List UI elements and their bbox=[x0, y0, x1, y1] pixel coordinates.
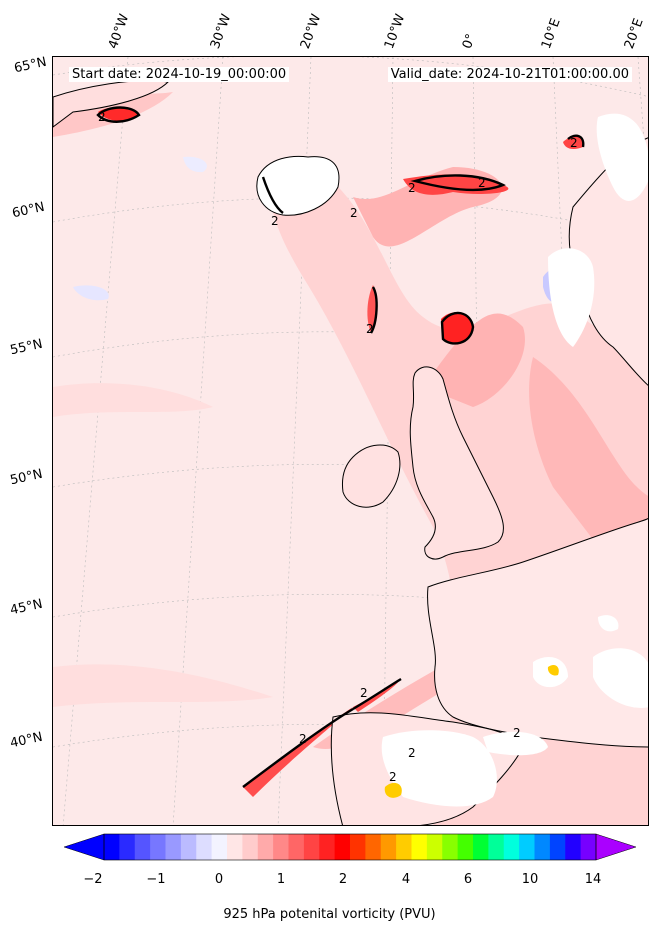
contour-label: 2 bbox=[570, 136, 578, 150]
lon-label-40w: 40°W bbox=[105, 12, 133, 51]
pv-contours bbox=[96, 106, 585, 788]
colorbar-cell bbox=[288, 834, 305, 860]
colorbar-cell bbox=[365, 834, 382, 860]
colorbar-cell bbox=[565, 834, 582, 860]
colorbar-cell bbox=[150, 834, 166, 860]
colorbar-cell bbox=[519, 834, 535, 860]
colorbar-tick: 4 bbox=[401, 872, 411, 887]
colorbar-tick: 6 bbox=[463, 872, 473, 887]
colorbar-cell bbox=[104, 834, 120, 860]
contour-label: 2 bbox=[271, 214, 279, 228]
colorbar-cell bbox=[196, 834, 213, 860]
colorbar-cell bbox=[319, 834, 336, 860]
colorbar-cell bbox=[211, 834, 228, 860]
colorbar-tick: 1 bbox=[276, 872, 286, 887]
colorbar-cell bbox=[273, 834, 289, 860]
lon-label-10e: 10°E bbox=[538, 16, 564, 51]
lat-label-55n: 55°N bbox=[8, 336, 44, 359]
colorbar-tick: 0 bbox=[214, 872, 224, 887]
contour-label: 2 bbox=[408, 746, 416, 760]
colorbar-cell bbox=[457, 834, 474, 860]
lon-label-0: 0° bbox=[459, 31, 480, 51]
colorbar-cell bbox=[119, 834, 136, 860]
contour-label: 2 bbox=[389, 770, 397, 784]
contour-label: 2 bbox=[98, 110, 106, 124]
lon-label-20e: 20°E bbox=[621, 16, 647, 51]
colorbar-cell bbox=[380, 834, 397, 860]
colorbar-cell bbox=[303, 834, 320, 860]
colorbar-tick: 10 bbox=[521, 872, 539, 887]
colorbar-cell bbox=[503, 834, 520, 860]
contour-labels: 2 2 2 2 2 2 2 2 2 2 2 2 bbox=[98, 110, 578, 784]
colorbar-cell bbox=[227, 834, 243, 860]
valid-date-label: Valid_date: 2024-10-21T01:00:00.00 bbox=[387, 67, 632, 82]
start-date-label: Start date: 2024-10-19_00:00:00 bbox=[69, 67, 290, 82]
colorbar-cell bbox=[580, 834, 597, 860]
contour-label: 2 bbox=[408, 181, 416, 195]
colorbar-tick: −2 bbox=[83, 872, 103, 887]
colorbar-label: 925 hPa potenital vorticity (PVU) bbox=[223, 907, 436, 922]
pv-yellow-pockets bbox=[384, 664, 559, 798]
colorbar-extend-low bbox=[64, 833, 105, 861]
colorbar-cell bbox=[549, 834, 566, 860]
colorbar-cell bbox=[165, 834, 182, 860]
colorbar-cell bbox=[426, 834, 443, 860]
lon-label-20w: 20°W bbox=[297, 12, 325, 51]
colorbar-cell bbox=[442, 834, 459, 860]
lat-label-65n: 65°N bbox=[12, 54, 48, 77]
map-panel: 2 2 2 2 2 2 2 2 2 2 2 2 Start date: 2024… bbox=[52, 56, 649, 826]
colorbar-cell bbox=[396, 834, 412, 860]
contour-label: 2 bbox=[478, 176, 486, 190]
colorbar-cell bbox=[473, 834, 489, 860]
vorticity-field: 2 2 2 2 2 2 2 2 2 2 2 2 bbox=[53, 57, 648, 825]
colorbar-cell bbox=[350, 834, 366, 860]
lat-label-45n: 45°N bbox=[8, 596, 44, 619]
colorbar-cell bbox=[180, 834, 197, 860]
colorbar-cell bbox=[411, 834, 428, 860]
contour-label: 2 bbox=[366, 322, 374, 336]
colorbar-cell bbox=[488, 834, 505, 860]
colorbar-cell bbox=[534, 834, 551, 860]
colorbar-tick: 2 bbox=[338, 872, 348, 887]
colorbar-cell bbox=[257, 834, 274, 860]
colorbar-extend-high bbox=[595, 833, 636, 861]
lon-label-30w: 30°W bbox=[207, 12, 235, 51]
colorbar bbox=[64, 833, 636, 861]
contour-label: 2 bbox=[360, 686, 368, 700]
colorbar-tick: 14 bbox=[584, 872, 602, 887]
contour-label: 2 bbox=[299, 732, 307, 746]
colorbar-cell bbox=[334, 834, 351, 860]
colorbar-tick: −1 bbox=[146, 872, 166, 887]
masked-terrain bbox=[381, 113, 648, 807]
lon-label-10w: 10°W bbox=[381, 12, 409, 51]
lat-label-50n: 50°N bbox=[8, 466, 44, 489]
colorbar-cell bbox=[242, 834, 259, 860]
lat-label-40n: 40°N bbox=[8, 729, 44, 752]
contour-label: 2 bbox=[513, 726, 521, 740]
colorbar-cell bbox=[134, 834, 151, 860]
contour-label: 2 bbox=[350, 206, 358, 220]
lat-label-60n: 60°N bbox=[10, 199, 46, 222]
